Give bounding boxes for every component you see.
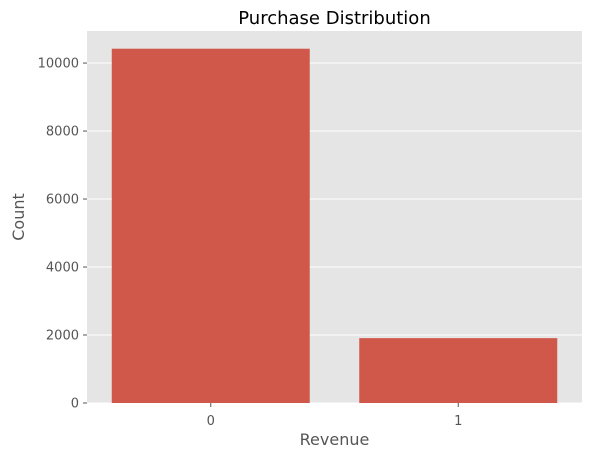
x-tick-label: 0 xyxy=(207,414,215,429)
y-axis-ticks: 0 2000 4000 6000 8000 10000 xyxy=(38,57,87,412)
x-axis-title: Revenue xyxy=(300,430,370,449)
y-tick-label: 0 xyxy=(71,397,79,412)
y-tick-label: 2000 xyxy=(46,329,79,344)
chart-title: Purchase Distribution xyxy=(238,8,430,29)
bar-1 xyxy=(359,338,558,403)
y-tick-label: 4000 xyxy=(46,261,79,276)
y-tick-label: 10000 xyxy=(38,57,79,72)
y-tick-label: 6000 xyxy=(46,193,79,208)
y-tick-label: 8000 xyxy=(46,125,79,140)
y-axis-title: Count xyxy=(9,193,28,241)
bar-0 xyxy=(111,48,310,403)
bars xyxy=(111,48,558,403)
x-tick-label: 1 xyxy=(454,414,462,429)
